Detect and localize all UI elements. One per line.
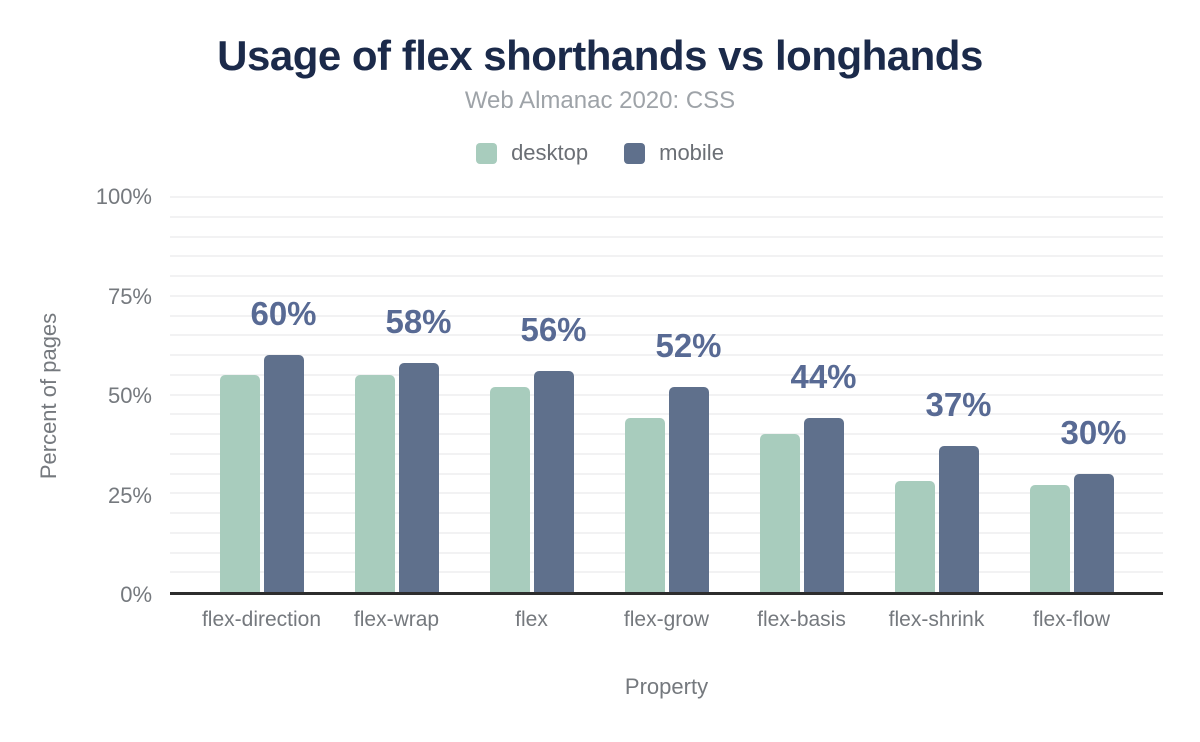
gridline bbox=[170, 492, 1163, 495]
legend: desktop mobile bbox=[0, 140, 1200, 166]
bar-value-label: 37% bbox=[925, 385, 992, 423]
y-tick-label: 100% bbox=[95, 184, 152, 209]
y-tick-label: 75% bbox=[107, 283, 152, 309]
bar-value-label: 52% bbox=[655, 326, 722, 364]
bar-mobile-flex-flow[interactable] bbox=[1073, 473, 1114, 592]
y-axis-ticks: 0% 25% 50% 75% 100% bbox=[0, 184, 152, 607]
bar-desktop-flex-shrink[interactable] bbox=[894, 481, 935, 592]
bar-desktop-flex-direction[interactable] bbox=[219, 374, 260, 592]
bar-desktop-flex-grow[interactable] bbox=[624, 418, 665, 592]
gridline bbox=[170, 512, 1163, 514]
bar-group-flex: 56% bbox=[464, 197, 599, 592]
gridline bbox=[170, 433, 1163, 435]
legend-label-desktop: desktop bbox=[511, 140, 589, 165]
x-tick-label-flex-grow: flex-grow bbox=[623, 608, 710, 631]
chart-subtitle: Web Almanac 2020: CSS bbox=[464, 87, 736, 114]
mobile-swatch-icon bbox=[624, 142, 646, 164]
x-axis-title: Property bbox=[624, 674, 709, 699]
bar-value-label: 60% bbox=[250, 295, 317, 332]
gridline bbox=[170, 334, 1163, 337]
bar-mobile-flex-direction[interactable] bbox=[263, 355, 304, 592]
bar-value-label: 30% bbox=[1060, 413, 1127, 451]
gridline bbox=[170, 314, 1163, 317]
legend-item-desktop[interactable]: desktop bbox=[476, 140, 588, 166]
bar-group-flex-wrap: 58% bbox=[329, 197, 464, 592]
gridline bbox=[170, 531, 1163, 534]
gridline bbox=[170, 551, 1163, 554]
bar-desktop-flex-flow[interactable] bbox=[1029, 485, 1070, 592]
gridline bbox=[170, 452, 1163, 455]
gridline bbox=[170, 235, 1163, 238]
gridline bbox=[170, 275, 1163, 277]
x-tick-label-flex-flow: flex-flow bbox=[1032, 608, 1111, 631]
x-tick-label-flex-direction: flex-direction bbox=[201, 608, 322, 631]
bar-mobile-flex-wrap[interactable] bbox=[398, 362, 439, 592]
gridline bbox=[170, 571, 1163, 574]
bar-value-label: 44% bbox=[790, 358, 857, 396]
x-tick-label-flex-shrink: flex-shrink bbox=[888, 608, 985, 631]
bar-mobile-flex-grow[interactable] bbox=[668, 386, 709, 592]
bar-group-flex-flow: 30% bbox=[1004, 197, 1139, 592]
bar-group-flex-grow: 52% bbox=[599, 197, 734, 592]
x-tick-label-flex-wrap: flex-wrap bbox=[353, 608, 440, 631]
bar-group-flex-direction: 60% bbox=[194, 197, 329, 592]
desktop-swatch-icon bbox=[476, 142, 498, 164]
bar-group-flex-basis: 44% bbox=[734, 197, 869, 592]
bar-desktop-flex-wrap[interactable] bbox=[354, 374, 395, 592]
y-tick-label: 0% bbox=[120, 582, 152, 607]
y-tick-label: 25% bbox=[107, 482, 152, 508]
gridline bbox=[170, 294, 1163, 297]
gridline bbox=[170, 472, 1163, 475]
chart-title: Usage of flex shorthands vs longhands bbox=[217, 32, 983, 79]
bar-desktop-flex-basis[interactable] bbox=[759, 434, 800, 592]
gridline bbox=[170, 413, 1163, 416]
plot-area: 60% 58% 56% 52% 44% 37% 30% bbox=[170, 196, 1163, 595]
bar-value-label: 58% bbox=[385, 302, 452, 340]
x-tick-label-flex-basis: flex-basis bbox=[757, 608, 846, 631]
bar-groups: 60% 58% 56% 52% 44% 37% 30% bbox=[170, 197, 1163, 592]
gridline bbox=[170, 393, 1163, 396]
bar-value-label: 56% bbox=[520, 310, 587, 348]
gridline bbox=[170, 215, 1163, 218]
bar-mobile-flex-shrink[interactable] bbox=[938, 445, 979, 592]
y-tick-label: 50% bbox=[107, 383, 152, 408]
x-tick-label-flex: flex bbox=[515, 608, 548, 631]
gridline bbox=[170, 255, 1163, 258]
x-axis-ticks: flex-direction flex-wrap flex flex-grow flex… bbox=[170, 608, 1163, 632]
gridline bbox=[170, 373, 1163, 376]
legend-item-mobile[interactable]: mobile bbox=[624, 140, 724, 166]
bar-mobile-flex[interactable] bbox=[533, 370, 574, 592]
bar-desktop-flex[interactable] bbox=[489, 386, 530, 592]
bar-mobile-flex-basis[interactable] bbox=[803, 418, 844, 592]
gridline bbox=[170, 354, 1163, 356]
legend-label-mobile: mobile bbox=[659, 140, 724, 165]
gridline bbox=[170, 196, 1163, 198]
bar-group-flex-shrink: 37% bbox=[869, 197, 1004, 592]
